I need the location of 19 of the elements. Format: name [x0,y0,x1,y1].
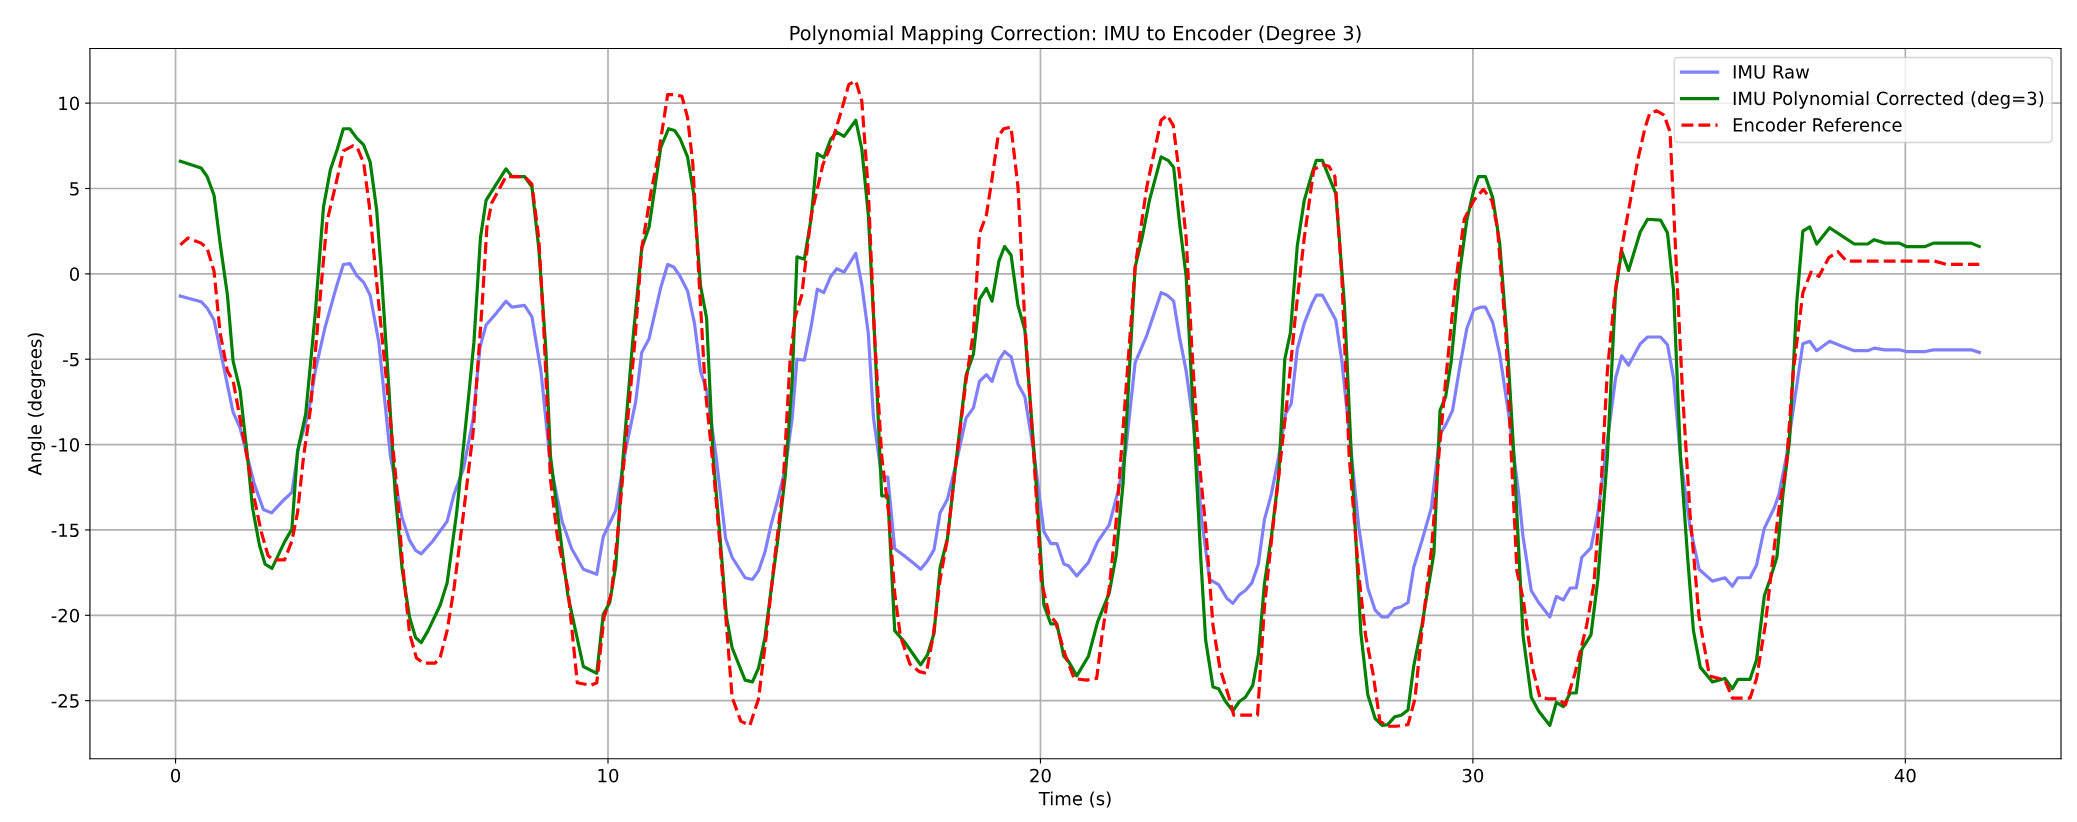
y-tick-label: -20 [51,608,80,623]
legend-label: IMU Polynomial Corrected (deg=3) [1733,91,2044,109]
x-tick-label: 40 [1894,768,1916,783]
x-axis-title: Time (s) [1038,791,1111,808]
x-tick-label: 0 [171,768,181,783]
y-tick-label: 5 [70,182,79,196]
chart-title: Polynomial Mapping Correction: IMU to Encoder (Degree 3) [790,25,1361,45]
x-tick-label: 20 [1030,768,1051,783]
x-tick-label: 30 [1462,768,1484,783]
legend-label: IMU Raw [1733,65,1810,79]
y-tick-label: -25 [51,694,79,708]
x-tick-label: 10 [598,768,619,783]
y-axis-title: Angle (degrees) [27,333,46,476]
y-tick-label: -15 [51,523,79,538]
y-tick-label: 10 [59,96,80,111]
y-tick-label: -5 [63,352,79,367]
y-tick-label: 0 [69,267,80,281]
y-tick-label: -10 [51,438,80,452]
legend-label: Encoder Reference [1733,117,1902,132]
